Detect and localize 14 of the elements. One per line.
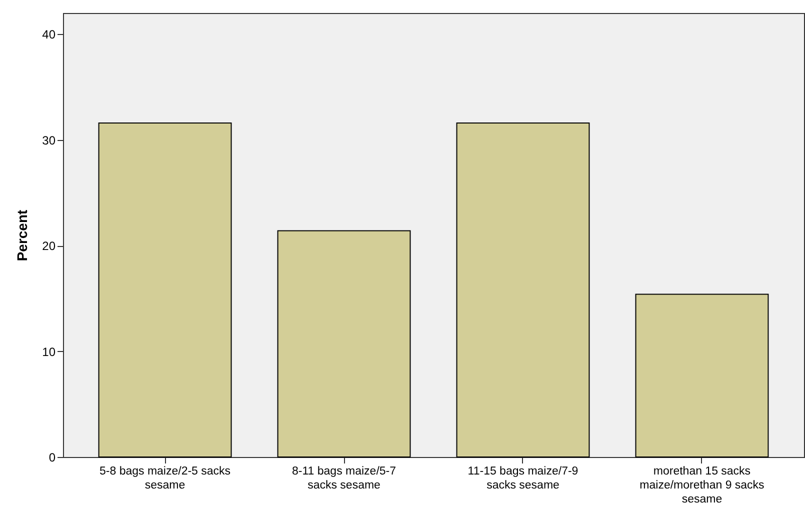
bar — [277, 230, 411, 458]
y-axis-title: Percent — [14, 209, 30, 262]
y-tick-label: 20 — [42, 239, 56, 254]
x-tick-label: 5-8 bags maize/2-5 sacks sesame — [100, 466, 231, 492]
x-tick-label: morethan 15 sacks maize/morethan 9 sacks sesame — [640, 466, 765, 506]
y-tick-label: 30 — [42, 133, 56, 148]
x-tick-label: 11-15 bags maize/7-9 sacks sesame — [468, 466, 578, 492]
bar — [635, 294, 769, 458]
bar — [456, 122, 590, 458]
bar — [98, 122, 232, 458]
x-tick-label: 8-11 bags maize/5-7 sacks sesame — [292, 466, 396, 492]
y-tick-label: 40 — [42, 28, 56, 42]
y-tick-label: 10 — [42, 344, 56, 359]
y-tick-label: 0 — [48, 450, 56, 464]
